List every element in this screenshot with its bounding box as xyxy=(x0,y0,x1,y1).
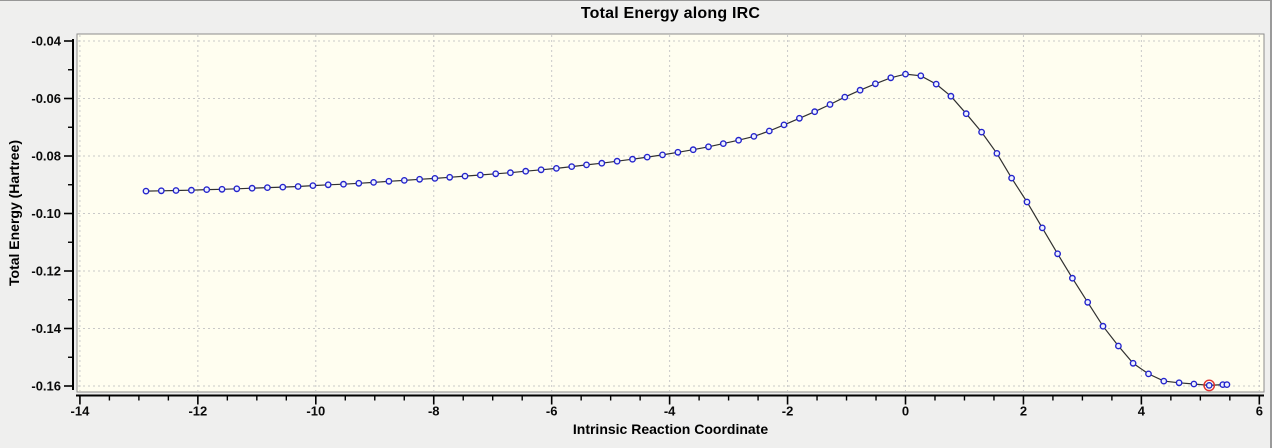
data-point[interactable] xyxy=(370,178,377,186)
data-point[interactable] xyxy=(446,173,454,181)
data-point[interactable] xyxy=(294,183,302,190)
data-point[interactable] xyxy=(1190,380,1198,388)
x-tick-label: -6 xyxy=(546,404,558,419)
data-point[interactable] xyxy=(674,148,682,156)
x-tick-label: -10 xyxy=(306,404,325,419)
data-point[interactable] xyxy=(263,184,271,192)
data-point[interactable] xyxy=(431,174,439,182)
x-tick-label: 0 xyxy=(902,404,909,419)
y-tick-label: -0.08 xyxy=(31,149,61,164)
data-point[interactable] xyxy=(750,132,758,140)
y-tick-label: -0.14 xyxy=(31,321,61,336)
data-point[interactable] xyxy=(1175,379,1183,387)
plot-area xyxy=(76,33,1265,393)
data-point[interactable] xyxy=(1054,250,1062,258)
data-point[interactable] xyxy=(324,181,332,189)
data-point[interactable] xyxy=(659,151,666,159)
chart-title: Total Energy along IRC xyxy=(580,5,761,22)
data-point[interactable] xyxy=(553,164,560,172)
data-point[interactable] xyxy=(643,153,651,161)
data-point[interactable] xyxy=(978,128,985,136)
data-point[interactable] xyxy=(735,136,742,144)
data-point[interactable] xyxy=(416,175,423,183)
data-point[interactable] xyxy=(248,184,256,192)
data-point[interactable] xyxy=(947,92,955,100)
y-axis-label: Total Energy (Hartree) xyxy=(6,140,22,286)
data-point[interactable] xyxy=(811,108,819,116)
data-point[interactable] xyxy=(719,140,727,148)
data-point[interactable] xyxy=(689,146,697,154)
data-point[interactable] xyxy=(309,182,317,190)
data-point[interactable] xyxy=(476,171,484,179)
data-point[interactable] xyxy=(233,185,241,193)
data-point[interactable] xyxy=(1099,322,1107,330)
x-tick-label: 2 xyxy=(1020,404,1027,419)
x-tick-label: -8 xyxy=(428,404,440,419)
data-point[interactable] xyxy=(385,177,393,185)
data-point[interactable] xyxy=(172,187,180,194)
data-point[interactable] xyxy=(902,70,909,78)
x-tick-label: -12 xyxy=(188,404,207,419)
data-point[interactable] xyxy=(157,187,165,195)
data-point[interactable] xyxy=(826,101,834,108)
x-tick-label: 6 xyxy=(1256,404,1263,419)
data-point[interactable] xyxy=(340,180,347,188)
y-tick-label: -0.10 xyxy=(31,206,61,221)
data-point[interactable] xyxy=(629,155,636,163)
data-point[interactable] xyxy=(872,80,879,88)
data-point[interactable] xyxy=(780,121,788,129)
selected-point-ring[interactable] xyxy=(1203,379,1216,392)
data-point[interactable] xyxy=(506,169,514,177)
data-point[interactable] xyxy=(218,185,226,193)
data-point[interactable] xyxy=(355,179,363,187)
data-point[interactable] xyxy=(537,166,545,174)
data-point[interactable] xyxy=(203,186,211,194)
data-point[interactable] xyxy=(400,176,408,184)
data-point[interactable] xyxy=(1069,274,1076,282)
data-point[interactable] xyxy=(962,110,970,118)
data-point[interactable] xyxy=(492,170,500,178)
data-point[interactable] xyxy=(887,74,895,82)
data-point[interactable] xyxy=(598,159,606,167)
x-tick-label: -4 xyxy=(664,404,676,419)
y-tick-label: -0.16 xyxy=(31,379,61,394)
data-point[interactable] xyxy=(1084,298,1092,306)
data-point[interactable] xyxy=(613,157,621,165)
data-point[interactable] xyxy=(142,187,150,195)
y-tick-label: -0.12 xyxy=(31,264,61,279)
data-point[interactable] xyxy=(765,127,773,135)
x-tick-label: 4 xyxy=(1138,404,1146,419)
data-point[interactable] xyxy=(568,163,576,171)
data-point[interactable] xyxy=(583,161,590,169)
x-tick-label: -2 xyxy=(782,404,794,419)
y-tick-label: -0.06 xyxy=(31,91,61,106)
data-point[interactable] xyxy=(522,167,530,175)
data-point[interactable] xyxy=(1038,224,1046,232)
data-point[interactable] xyxy=(932,80,940,88)
data-point[interactable] xyxy=(461,172,469,180)
data-point[interactable] xyxy=(1023,198,1031,206)
data-point[interactable] xyxy=(1129,359,1137,367)
data-point[interactable] xyxy=(993,149,1001,157)
data-point[interactable] xyxy=(1115,342,1122,350)
data-point[interactable] xyxy=(796,114,803,122)
data-point[interactable] xyxy=(705,143,712,151)
data-point[interactable] xyxy=(1008,174,1015,182)
data-point[interactable] xyxy=(917,72,925,80)
x-axis-label: Intrinsic Reaction Coordinate xyxy=(572,421,769,437)
y-tick-label: -0.04 xyxy=(31,34,61,49)
data-point[interactable] xyxy=(841,93,849,101)
data-point[interactable] xyxy=(1205,381,1213,389)
data-point[interactable] xyxy=(1223,381,1231,388)
x-tick-label: -14 xyxy=(71,404,91,419)
data-point[interactable] xyxy=(1145,370,1152,378)
data-point[interactable] xyxy=(187,186,195,194)
data-point[interactable] xyxy=(279,183,287,191)
data-point[interactable] xyxy=(856,86,864,94)
data-point[interactable] xyxy=(1160,377,1168,385)
